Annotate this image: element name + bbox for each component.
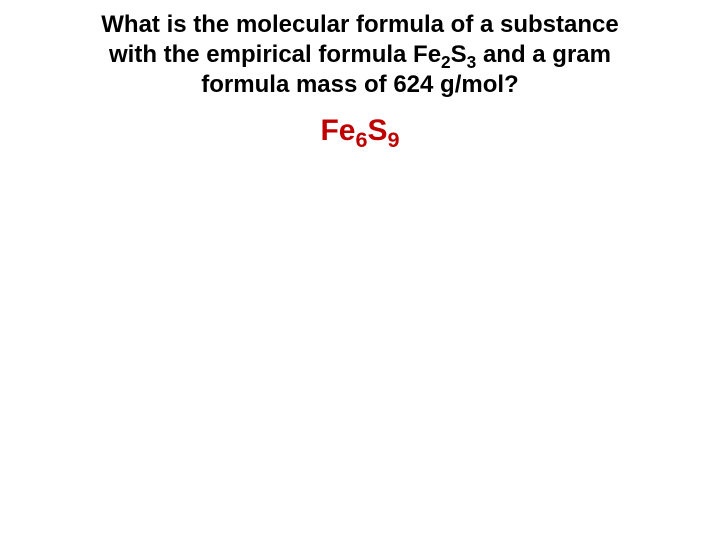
answer-pre: Fe	[320, 114, 355, 147]
answer-text: Fe6S9	[0, 114, 720, 148]
question-line2-pre: with the empirical formula Fe	[109, 41, 441, 68]
question-sub2: 3	[467, 52, 477, 72]
slide: What is the molecular formula of a subst…	[0, 0, 720, 540]
question-line2-mid: S	[451, 41, 467, 68]
answer-sub2: 9	[388, 127, 400, 152]
answer-mid: S	[368, 114, 388, 147]
question-sub1: 2	[441, 52, 451, 72]
question-line3: formula mass of 624 g/mol?	[201, 71, 518, 98]
question-line2-post: and a gram	[476, 41, 611, 68]
question-line1: What is the molecular formula of a subst…	[101, 11, 618, 38]
question-text: What is the molecular formula of a subst…	[0, 10, 720, 100]
answer-sub1: 6	[355, 127, 367, 152]
